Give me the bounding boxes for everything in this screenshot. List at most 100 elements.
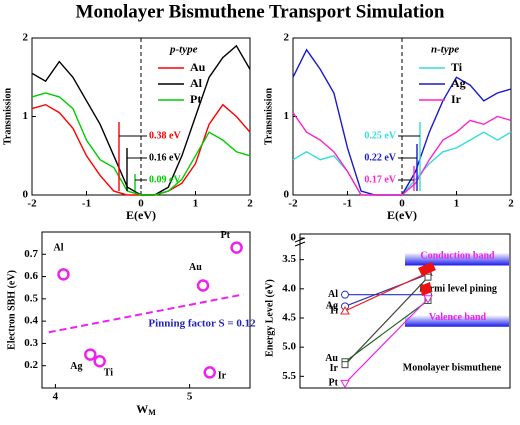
y-tick-label: 0.2: [24, 359, 38, 371]
plot-frame: [41, 231, 251, 389]
figure-title: Monolayer Bismuthene Transport Simulatio…: [76, 1, 445, 22]
y-tick-label: 0: [284, 189, 290, 201]
x-tick-label: 0: [138, 198, 144, 210]
x-tick-label: 1: [454, 198, 460, 210]
band-label: Valence band: [429, 312, 487, 323]
y-tick-label: 2: [284, 32, 290, 44]
legend-title: p-type: [169, 44, 198, 56]
marker: [341, 290, 349, 299]
x-tick-label: 5: [187, 391, 193, 403]
x-axis-label: E(eV): [126, 208, 156, 222]
point: [93, 355, 106, 368]
pin-arrow: [420, 282, 432, 296]
point: [203, 366, 216, 379]
annotation: 0.22 eV: [364, 152, 396, 163]
y-tick-label: 5.0: [282, 341, 296, 353]
y-tick-label: 0.4: [24, 315, 38, 327]
point-label: Ir: [218, 371, 227, 382]
marker: [423, 295, 433, 304]
point-label: Au: [189, 262, 202, 273]
x-tick-label: 4: [53, 391, 59, 403]
plot-frame: [299, 233, 511, 389]
y-axis-label: Transmission: [2, 88, 13, 145]
legend-label: Ag: [451, 76, 466, 90]
pinning-line: [344, 300, 429, 363]
point-label: Ag: [70, 361, 82, 372]
y-tick-label: 3.5: [282, 253, 296, 265]
y-tick-label: 4.0: [282, 282, 296, 294]
point: [196, 279, 210, 292]
series-line: [31, 92, 251, 196]
y-tick-label: 2: [23, 32, 29, 44]
band-label: Conduction band: [420, 250, 495, 261]
x-axis-label-main: W: [136, 402, 148, 416]
legend-label: Al: [190, 76, 203, 90]
x-tick-label: 2: [247, 198, 253, 210]
annotation: 0.38 eV: [149, 130, 181, 141]
y-axis-label: Electron SBH (eV): [6, 270, 17, 350]
fermi-label: Fermi level pining: [419, 283, 497, 294]
legend-label: Ti: [451, 60, 463, 74]
y-tick-label: 5.5: [282, 370, 296, 382]
x-axis-label-sub: M: [148, 408, 156, 417]
marker: [340, 379, 350, 389]
marker: [424, 273, 432, 281]
y-tick-label: 0.7: [24, 248, 38, 260]
y-tick-label: 0.6: [24, 270, 38, 282]
series-line: [292, 112, 512, 196]
annotation: 0.25 eV: [364, 130, 396, 141]
metal-label: Pt: [329, 378, 339, 389]
metal-label: Ag: [326, 301, 338, 312]
pinning-line: [344, 271, 429, 312]
legend-label: Au: [190, 60, 206, 74]
y-tick-label: 0: [291, 232, 297, 244]
point-label: Pt: [221, 230, 231, 241]
y-tick-label: 0.3: [24, 337, 38, 349]
legend-label: Ir: [451, 92, 462, 106]
annotation: 0.17 eV: [364, 174, 396, 185]
legend-label: Pt: [190, 92, 201, 106]
x-tick-label: -2: [27, 198, 37, 210]
x-axis-label: E(eV): [387, 208, 417, 222]
x-tick-label: -1: [343, 198, 352, 210]
pinning-line: [344, 298, 429, 384]
material-label: Monolayer bismuthene: [403, 362, 502, 373]
y-tick-label: 1: [23, 110, 29, 122]
y-axis-label: Energy Level (eV): [264, 279, 275, 357]
y-tick-label: 4.5: [282, 312, 296, 324]
x-tick-label: -1: [82, 198, 91, 210]
point: [84, 348, 97, 361]
y-tick-label: 0: [23, 189, 29, 201]
y-tick-label: 1: [284, 110, 290, 122]
annotation: 0.09 eV: [149, 174, 181, 185]
x-tick-label: 2: [508, 198, 514, 210]
y-axis-label: Transmission: [263, 88, 274, 145]
point-label: Al: [53, 243, 63, 254]
fit-label: Pinning factor S = 0.12: [148, 318, 256, 330]
point-label: Ti: [104, 368, 113, 379]
pin-arrow: [418, 262, 436, 276]
pinning-line: [344, 276, 429, 366]
metal-label: Ti: [329, 305, 338, 316]
x-axis-label: WM: [136, 402, 156, 417]
point: [230, 241, 243, 254]
x-tick-label: 1: [193, 198, 199, 210]
marker: [341, 361, 349, 369]
legend-title: n-type: [431, 44, 459, 56]
y-tick-label: 0.5: [24, 292, 38, 304]
metal-label: Au: [325, 353, 338, 364]
metal-label: Ir: [330, 363, 339, 374]
axis-break: [294, 241, 306, 247]
band: [405, 252, 509, 266]
x-tick-label: 0: [399, 198, 405, 210]
axis-break: [294, 237, 306, 243]
marker: [340, 305, 350, 315]
x-tick-label: -2: [288, 198, 298, 210]
metal-label: Al: [328, 289, 338, 300]
annotation: 0.16 eV: [149, 152, 181, 163]
fit-line: [48, 293, 244, 334]
point: [57, 268, 70, 281]
pinning-line: [344, 273, 429, 307]
band: [405, 315, 509, 327]
